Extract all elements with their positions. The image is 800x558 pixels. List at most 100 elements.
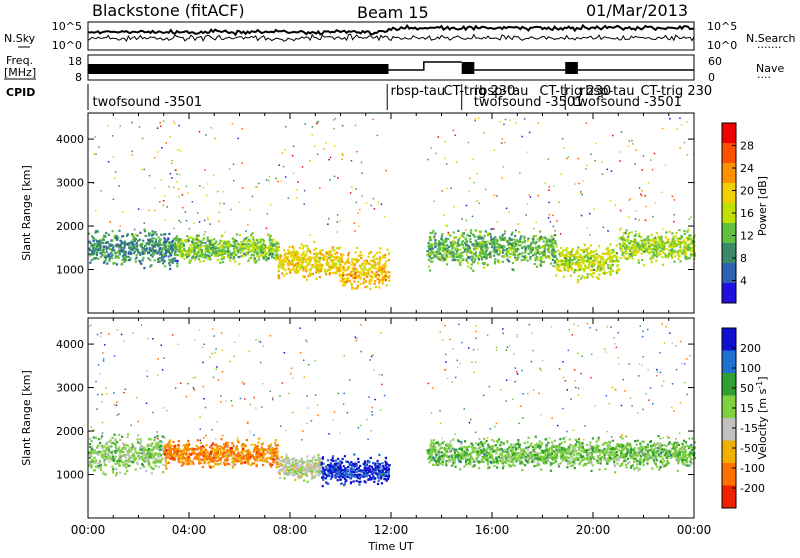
range-gate-cell	[137, 240, 139, 242]
range-gate-cell	[345, 278, 347, 280]
range-gate-cell	[381, 273, 383, 275]
range-gate-cell	[293, 267, 295, 269]
range-gate-cell	[309, 160, 311, 162]
range-gate-cell	[144, 458, 146, 460]
range-gate-cell	[109, 439, 111, 441]
range-gate-cell	[113, 156, 115, 158]
range-gate-cell	[244, 243, 246, 245]
range-gate-cell	[442, 242, 444, 244]
range-gate-cell	[339, 275, 341, 277]
range-gate-cell	[378, 286, 380, 288]
range-gate-cell	[178, 445, 180, 447]
range-gate-cell	[181, 240, 183, 242]
range-gate-cell	[614, 205, 616, 207]
range-gate-cell	[312, 257, 314, 259]
range-gate-cell	[521, 259, 523, 261]
range-gate-cell	[635, 247, 637, 249]
range-gate-cell	[98, 467, 100, 469]
range-gate-cell	[662, 228, 664, 230]
range-gate-cell	[258, 256, 260, 258]
range-gate-cell	[690, 255, 692, 257]
range-gate-cell	[513, 254, 515, 256]
range-gate-cell	[113, 250, 115, 252]
range-gate-cell	[469, 249, 471, 251]
range-gate-cell	[100, 469, 102, 471]
range-gate-cell	[148, 448, 150, 450]
range-gate-cell	[119, 454, 121, 456]
range-gate-cell	[175, 251, 177, 253]
range-gate-cell	[558, 266, 560, 268]
range-gate-cell	[174, 244, 176, 246]
range-gate-cell	[107, 247, 109, 249]
range-gate-cell	[188, 254, 190, 256]
range-gate-cell	[187, 192, 189, 194]
range-gate-cell	[652, 257, 654, 259]
range-gate-cell	[252, 454, 254, 456]
range-gate-cell	[144, 169, 146, 171]
range-gate-cell	[136, 247, 138, 249]
range-gate-cell	[169, 243, 171, 245]
range-gate-cell	[358, 213, 360, 215]
range-gate-cell	[448, 246, 450, 248]
range-gate-cell	[337, 177, 339, 179]
range-gate-cell	[547, 245, 549, 247]
range-gate-cell	[609, 255, 611, 257]
range-gate-cell	[508, 241, 510, 243]
range-gate-cell	[232, 237, 234, 239]
range-gate-cell	[535, 221, 537, 223]
range-gate-cell	[244, 445, 246, 447]
range-gate-cell	[266, 252, 268, 254]
range-gate-cell	[366, 203, 368, 205]
range-gate-cell	[231, 253, 233, 255]
range-gate-cell	[149, 233, 151, 235]
range-gate-cell	[549, 240, 551, 242]
range-gate-cell	[182, 250, 184, 252]
range-gate-cell	[574, 254, 576, 256]
range-gate-cell	[280, 180, 282, 182]
range-gate-cell	[219, 249, 221, 251]
range-gate-cell	[100, 256, 102, 258]
range-gate-cell	[278, 259, 280, 261]
range-gate-cell	[482, 262, 484, 264]
range-gate-cell	[242, 187, 244, 189]
range-gate-cell	[135, 234, 137, 236]
range-gate-cell	[474, 248, 476, 250]
range-gate-cell	[450, 188, 452, 190]
range-gate-cell	[160, 449, 162, 451]
range-gate-cell	[95, 250, 97, 252]
range-gate-cell	[683, 248, 685, 250]
range-gate-cell	[354, 222, 356, 224]
range-gate-cell	[315, 271, 317, 273]
range-gate-cell	[180, 222, 182, 224]
range-gate-cell	[432, 257, 434, 259]
range-gate-cell	[499, 251, 501, 253]
range-gate-cell	[183, 444, 185, 446]
range-gate-cell	[357, 285, 359, 287]
range-gate-cell	[245, 230, 247, 232]
range-gate-cell	[525, 247, 527, 249]
range-gate-cell	[530, 196, 532, 198]
range-gate-cell	[595, 258, 597, 260]
range-gate-cell	[116, 243, 118, 245]
colorbar-segment	[722, 223, 736, 244]
range-gate-cell	[103, 460, 105, 462]
range-gate-cell	[603, 264, 605, 266]
range-gate-cell	[236, 246, 238, 248]
range-gate-cell	[540, 236, 542, 238]
range-gate-cell	[316, 259, 318, 261]
range-gate-cell	[253, 251, 255, 253]
range-gate-cell	[196, 453, 198, 455]
range-gate-cell	[135, 451, 137, 453]
range-gate-cell	[141, 457, 143, 459]
range-gate-cell	[379, 247, 381, 249]
range-gate-cell	[590, 252, 592, 254]
range-gate-cell	[227, 451, 229, 453]
range-gate-cell	[625, 246, 627, 248]
freq-left-tick-top: 18	[68, 55, 82, 68]
range-gate-cell	[551, 244, 553, 246]
range-gate-cell	[197, 212, 199, 214]
range-gate-cell	[635, 233, 637, 235]
range-gate-cell	[297, 271, 299, 273]
range-gate-cell	[217, 449, 219, 451]
range-gate-cell	[105, 450, 107, 452]
